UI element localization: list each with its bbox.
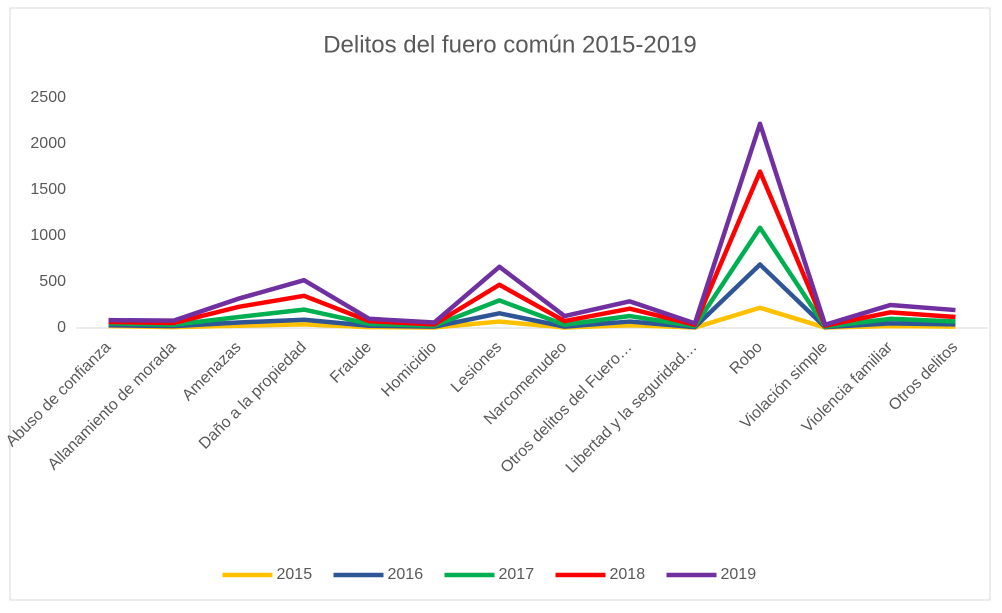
- y-tick-label: 1000: [30, 227, 66, 244]
- y-tick-label: 0: [57, 319, 66, 336]
- legend-label: 2017: [499, 566, 535, 583]
- legend-label: 2018: [610, 566, 646, 583]
- y-tick-label: 2500: [30, 89, 66, 106]
- line-series: [108, 225, 956, 329]
- legend-label: 2015: [277, 566, 313, 583]
- chart-border: [9, 7, 991, 601]
- legend-label: 2016: [388, 566, 424, 583]
- line-series: [108, 262, 956, 330]
- line-series: [108, 121, 956, 328]
- y-tick-label: 500: [39, 273, 66, 290]
- line-series: [108, 169, 956, 328]
- line-series: [108, 305, 956, 330]
- y-tick-label: 2000: [30, 135, 66, 152]
- legend-label: 2019: [721, 566, 757, 583]
- y-tick-label: 1500: [30, 181, 66, 198]
- chart-title: Delitos del fuero común 2015-2019: [323, 31, 697, 58]
